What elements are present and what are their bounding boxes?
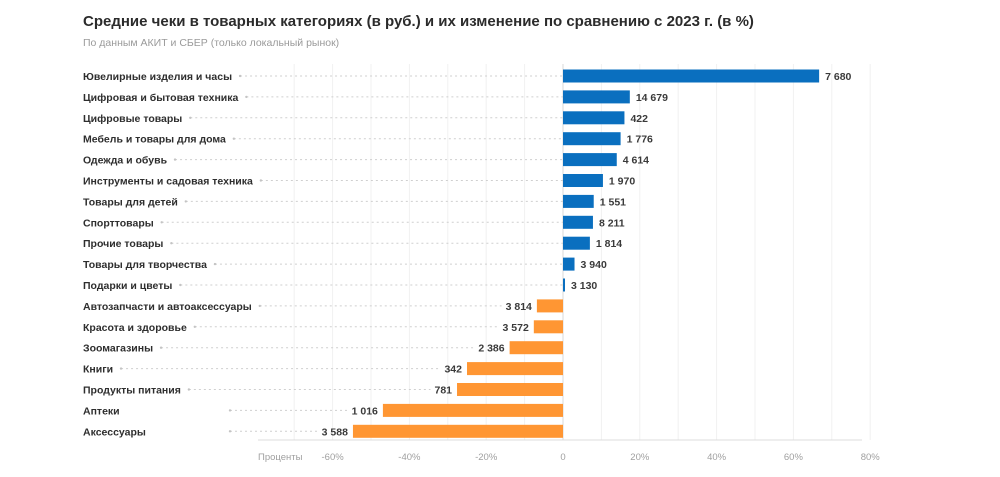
value-label: 342: [444, 364, 462, 376]
bar: [352, 424, 563, 438]
chart-subtitle: По данным АКИТ и СБЕР (только локальный …: [83, 37, 340, 49]
x-tick-label: 20%: [630, 452, 650, 463]
value-label: 3 572: [503, 322, 529, 334]
category-label: Продукты питания: [83, 385, 181, 397]
value-label: 3 130: [571, 280, 597, 292]
bar: [457, 383, 563, 396]
bar: [563, 215, 593, 229]
value-label: 7 680: [825, 71, 851, 83]
category-label: Одежда и обувь: [83, 155, 168, 167]
chart-title: Средние чеки в товарных категориях (в ру…: [83, 13, 754, 30]
value-label: 1 814: [596, 238, 622, 250]
value-label: 781: [434, 385, 452, 397]
category-label: Цифровая и бытовая техника: [83, 92, 239, 104]
x-tick-label: -60%: [322, 452, 345, 463]
value-label: 3 588: [322, 426, 348, 438]
bar: [563, 132, 621, 146]
bar: [563, 257, 575, 271]
leader-dot: [238, 74, 242, 78]
bar: [563, 236, 590, 250]
x-tick-label: -20%: [475, 452, 498, 463]
bar: [467, 362, 563, 376]
category-label: Ювелирные изделия и часы: [83, 71, 232, 83]
category-label: Книги: [83, 364, 113, 376]
x-tick-label: 0: [560, 452, 565, 463]
bar: [563, 194, 594, 208]
category-label: Спорттовары: [83, 217, 154, 229]
x-tick-label: -40%: [398, 452, 421, 463]
value-label: 3 814: [506, 301, 532, 313]
bar: [382, 403, 563, 417]
leader-dot: [228, 430, 232, 433]
x-axis-title: Проценты: [258, 452, 303, 463]
leader-dot: [228, 409, 232, 412]
value-label: 422: [630, 113, 648, 125]
value-label: 3 940: [581, 259, 607, 271]
leader-dot: [179, 283, 182, 287]
bar: [563, 278, 565, 292]
leader-dot: [170, 242, 173, 245]
category-label: Подарки и цветы: [83, 280, 172, 292]
bar: [509, 341, 563, 355]
grid-lines: [258, 64, 871, 441]
leader-dot: [193, 325, 197, 328]
value-label: 2 386: [478, 343, 504, 355]
value-labels: 7 680 14 679 422 1 776 4 614 1 970 1 551 8 211 1…: [322, 71, 852, 438]
value-label: 4 614: [623, 155, 649, 167]
leader-lines: [119, 74, 563, 433]
category-label: Автозапчасти и автоаксессуары: [83, 301, 252, 313]
leader-dot: [259, 179, 263, 182]
leader-dot: [119, 367, 123, 370]
category-label: Аптеки: [83, 405, 120, 417]
x-axis-ticks: -60% -40% -20% 0 20% 40% 60% 80%: [322, 452, 881, 463]
leader-dot: [159, 346, 163, 349]
bar: [563, 69, 820, 83]
x-tick-label: 40%: [707, 452, 727, 463]
category-label: Мебель и товары для дома: [83, 134, 226, 146]
category-labels: Ювелирные изделия и часы Цифровая и бытов…: [83, 71, 253, 438]
bar: [563, 111, 625, 125]
value-label: 1 776: [627, 134, 653, 146]
category-label: Прочие товары: [83, 238, 163, 250]
leader-dot: [245, 95, 248, 99]
category-label: Зоомагазины: [83, 343, 153, 355]
value-label: 1 016: [352, 405, 378, 417]
category-label: Товары для творчества: [83, 259, 207, 271]
bar: [533, 320, 563, 334]
leader-dot: [187, 388, 191, 391]
x-tick-label: 80%: [861, 452, 881, 463]
x-tick-label: 60%: [784, 452, 804, 463]
value-label: 8 211: [599, 217, 625, 229]
bars: [352, 69, 820, 438]
value-label: 1 970: [609, 176, 635, 188]
bar: [563, 174, 603, 187]
leader-dot: [232, 137, 236, 140]
bar: [563, 153, 617, 167]
leader-dot: [213, 262, 217, 266]
leader-dot: [160, 221, 163, 224]
value-label: 14 679: [636, 92, 668, 104]
category-label: Цифровые товары: [83, 113, 182, 125]
category-label: Товары для детей: [83, 196, 178, 208]
category-label: Красота и здоровье: [83, 322, 187, 334]
leader-dot: [258, 304, 261, 308]
category-label: Инструменты и садовая техника: [83, 176, 253, 188]
bar: [563, 90, 630, 104]
value-label: 1 551: [600, 196, 626, 208]
category-label: Аксессуары: [83, 426, 146, 438]
bar: [536, 299, 563, 313]
leader-dot: [189, 116, 192, 120]
leader-dot: [173, 158, 177, 161]
leader-dot: [184, 200, 188, 203]
